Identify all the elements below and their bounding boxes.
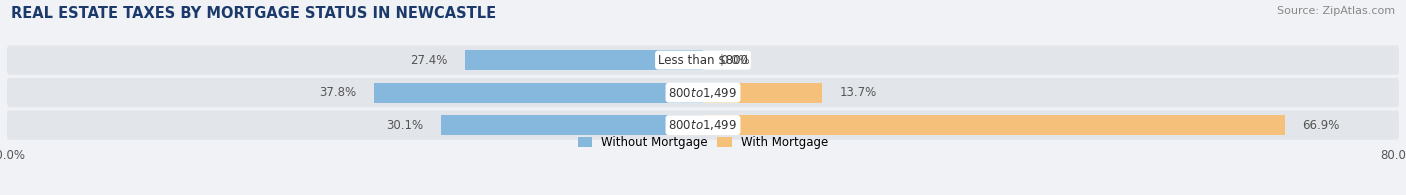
FancyBboxPatch shape [7,78,1399,107]
FancyBboxPatch shape [7,111,1399,140]
Text: $800 to $1,499: $800 to $1,499 [668,118,738,132]
Text: REAL ESTATE TAXES BY MORTGAGE STATUS IN NEWCASTLE: REAL ESTATE TAXES BY MORTGAGE STATUS IN … [11,6,496,21]
Bar [464,50,703,70]
Text: 0.0%: 0.0% [720,54,749,67]
Text: 30.1%: 30.1% [387,119,423,132]
Text: $800 to $1,499: $800 to $1,499 [668,86,738,100]
Bar [703,115,1285,135]
Bar [374,82,703,103]
Text: 37.8%: 37.8% [319,86,357,99]
Bar [441,115,703,135]
Text: 13.7%: 13.7% [839,86,877,99]
Text: 27.4%: 27.4% [411,54,447,67]
Bar [703,82,823,103]
Text: 66.9%: 66.9% [1302,119,1340,132]
Text: Source: ZipAtlas.com: Source: ZipAtlas.com [1277,6,1395,16]
Text: Less than $800: Less than $800 [658,54,748,67]
FancyBboxPatch shape [7,45,1399,75]
Legend: Without Mortgage, With Mortgage: Without Mortgage, With Mortgage [578,136,828,149]
